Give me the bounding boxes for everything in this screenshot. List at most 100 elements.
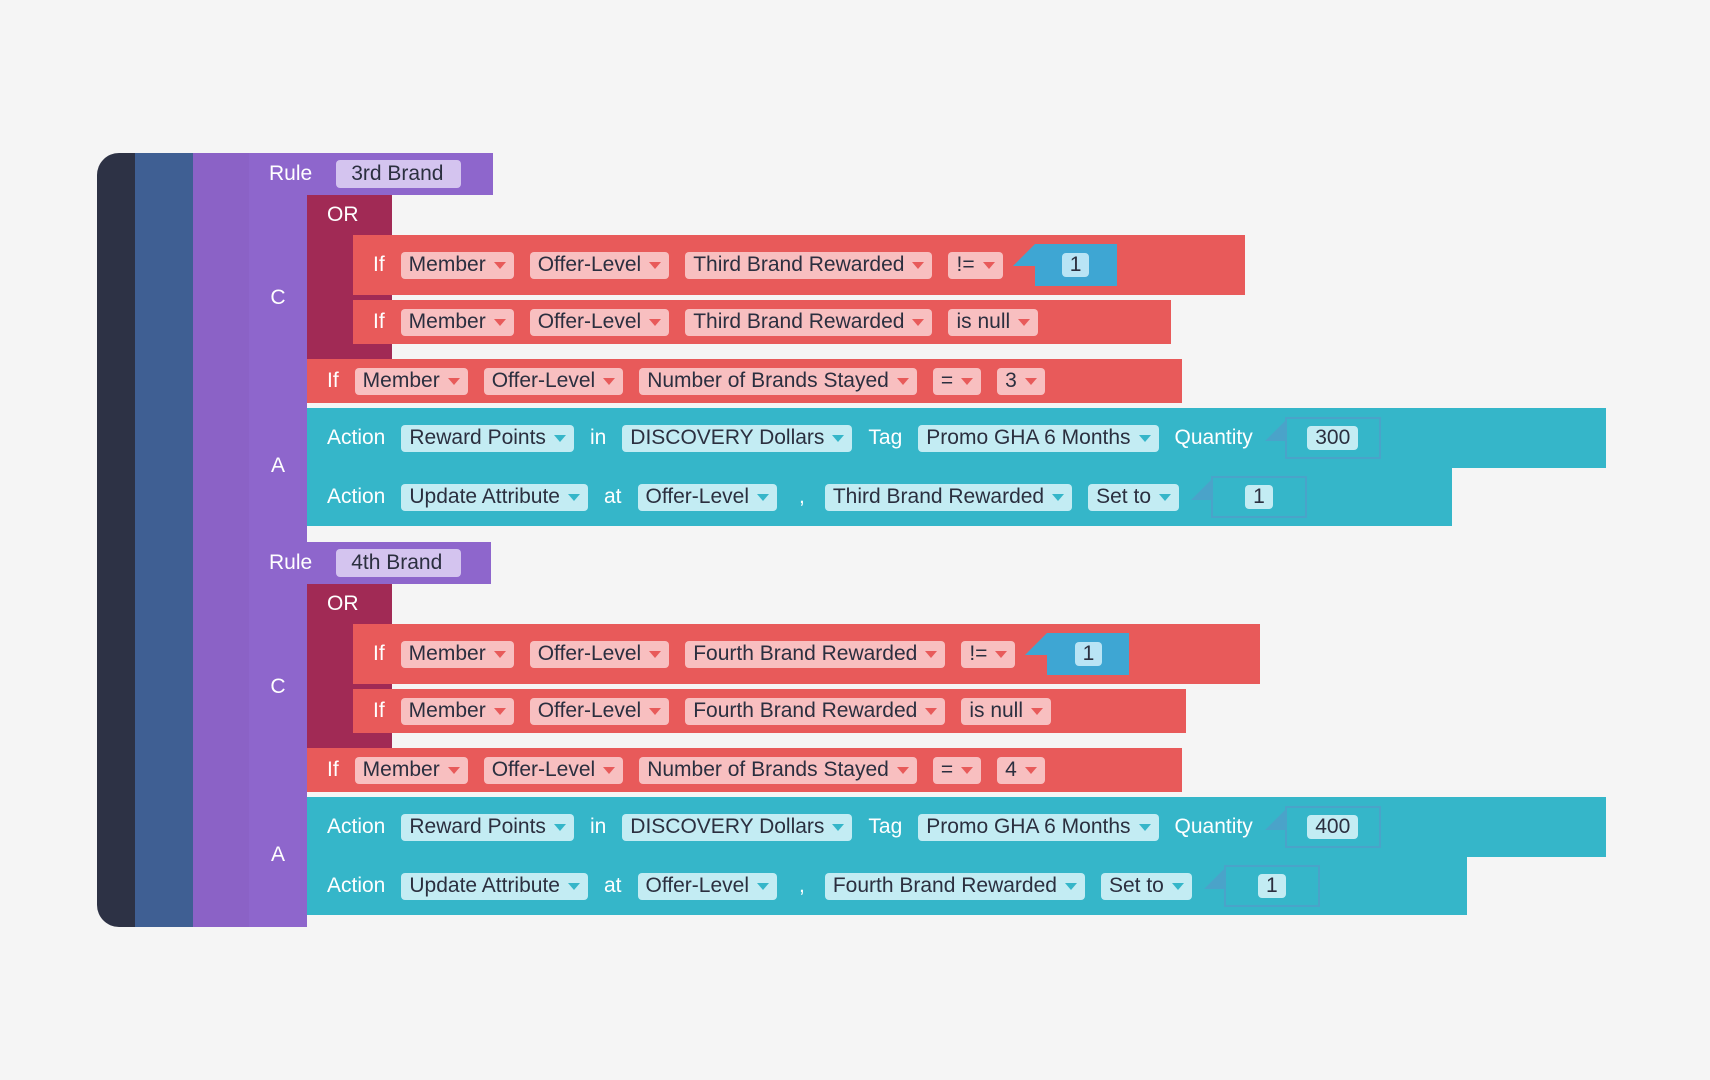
if-keyword: If	[373, 642, 385, 665]
chevron-down-icon	[961, 766, 974, 774]
value-input[interactable]: 1	[1061, 253, 1090, 277]
chevron-down-icon	[603, 377, 616, 385]
condition-row[interactable]: If Member Offer-Level Fourth Brand Rewar…	[353, 689, 1186, 733]
operator-dropdown[interactable]: =	[932, 367, 982, 395]
condition-row[interactable]: If Member Offer-Level Number of Brands S…	[307, 359, 1182, 403]
chevron-down-icon	[912, 261, 925, 269]
rule-name-field[interactable]: 3rd Brand	[336, 160, 462, 188]
condition-row[interactable]: If Member Offer-Level Third Brand Reward…	[353, 300, 1171, 344]
quantity-block[interactable]: 400	[1264, 806, 1381, 848]
currency-dropdown[interactable]: DISCOVERY Dollars	[622, 813, 853, 841]
tag-value: Promo GHA 6 Months	[926, 815, 1131, 838]
chevron-down-icon	[1064, 882, 1077, 890]
operator-dropdown[interactable]: !=	[961, 640, 1016, 668]
or-label: OR	[327, 203, 359, 226]
tag-dropdown[interactable]: Promo GHA 6 Months	[918, 813, 1159, 841]
attribute-dropdown[interactable]: Third Brand Rewarded	[685, 251, 933, 279]
entity-dropdown[interactable]: Member	[400, 640, 514, 668]
condition-row[interactable]: If Member Offer-Level Number of Brands S…	[307, 748, 1182, 792]
entity-dropdown[interactable]: Member	[400, 697, 514, 725]
action-row[interactable]: Action Update Attribute at Offer-Level ,…	[307, 857, 1467, 915]
scope-dropdown[interactable]: Offer-Level	[529, 308, 670, 336]
set-mode-dropdown[interactable]: Set to	[1100, 872, 1192, 900]
entity-value: Member	[408, 253, 486, 276]
operator-dropdown[interactable]: is null	[948, 308, 1039, 336]
connector-label: in	[589, 815, 607, 838]
operator-value: =	[940, 369, 954, 392]
rule-name-field[interactable]: 4th Brand	[336, 549, 462, 577]
action-type-dropdown[interactable]: Update Attribute	[401, 483, 588, 511]
chevron-down-icon	[1138, 823, 1151, 831]
scope-dropdown[interactable]: Offer-Level	[483, 367, 624, 395]
entity-dropdown[interactable]: Member	[354, 367, 468, 395]
value-dropdown[interactable]: 4	[997, 756, 1045, 784]
quantity-input[interactable]: 400	[1307, 815, 1359, 839]
action-row[interactable]: Action Update Attribute at Offer-Level ,…	[307, 468, 1452, 526]
chevron-down-icon	[603, 766, 616, 774]
attribute-value: Third Brand Rewarded	[693, 253, 905, 276]
value-input[interactable]: 1	[1245, 485, 1273, 509]
condition-row[interactable]: If Member Offer-Level Third Brand Reward…	[353, 235, 1245, 295]
attribute-dropdown[interactable]: Third Brand Rewarded	[685, 308, 933, 336]
action-type-dropdown[interactable]: Reward Points	[401, 813, 574, 841]
attribute-dropdown[interactable]: Fourth Brand Rewarded	[685, 697, 946, 725]
chevron-down-icon	[757, 882, 769, 890]
value-input[interactable]: 1	[1258, 874, 1286, 898]
action-keyword: Action	[327, 815, 386, 838]
scope-dropdown[interactable]: Offer-Level	[529, 697, 670, 725]
chevron-down-icon	[493, 707, 506, 715]
if-keyword: If	[373, 253, 385, 276]
attribute-dropdown[interactable]: Third Brand Rewarded	[824, 483, 1073, 511]
value-block[interactable]: 1	[1203, 865, 1320, 907]
tag-dropdown[interactable]: Promo GHA 6 Months	[918, 424, 1159, 452]
scope-dropdown[interactable]: Offer-Level	[529, 640, 670, 668]
operator-value: =	[940, 758, 954, 781]
tag-label: Tag	[868, 426, 903, 449]
condition-row[interactable]: If Member Offer-Level Fourth Brand Rewar…	[353, 624, 1260, 684]
scope-dropdown[interactable]: Offer-Level	[483, 756, 624, 784]
operator-dropdown[interactable]: is null	[961, 697, 1052, 725]
action-type-dropdown[interactable]: Reward Points	[401, 424, 574, 452]
quantity-label: Quantity	[1174, 426, 1253, 449]
entity-dropdown[interactable]: Member	[354, 756, 468, 784]
value-input[interactable]: 1	[1074, 642, 1103, 666]
entity-value: Member	[362, 758, 440, 781]
rule-1-body	[249, 195, 307, 542]
value-block[interactable]: 1	[1012, 244, 1117, 286]
attribute-value: Fourth Brand Rewarded	[693, 642, 918, 665]
currency-dropdown[interactable]: DISCOVERY Dollars	[622, 424, 853, 452]
action-type-dropdown[interactable]: Update Attribute	[401, 872, 588, 900]
action-keyword: Action	[327, 485, 386, 508]
attribute-dropdown[interactable]: Fourth Brand Rewarded	[685, 640, 946, 668]
quantity-block[interactable]: 300	[1264, 417, 1381, 459]
attribute-dropdown[interactable]: Number of Brands Stayed	[639, 756, 917, 784]
scope-dropdown[interactable]: Offer-Level	[529, 251, 670, 279]
operator-dropdown[interactable]: =	[932, 756, 982, 784]
entity-dropdown[interactable]: Member	[400, 308, 514, 336]
if-keyword: If	[373, 310, 385, 333]
chevron-down-icon	[649, 261, 662, 269]
rule-2-header[interactable]: Rule 4th Brand	[249, 542, 491, 584]
currency-value: DISCOVERY Dollars	[630, 426, 825, 449]
value-block[interactable]: 1	[1191, 476, 1307, 518]
attribute-dropdown[interactable]: Number of Brands Stayed	[639, 367, 917, 395]
operator-dropdown[interactable]: !=	[948, 251, 1003, 279]
rule-1-header[interactable]: Rule 3rd Brand	[249, 153, 493, 195]
scope-value: Offer-Level	[537, 642, 642, 665]
attribute-dropdown[interactable]: Fourth Brand Rewarded	[824, 872, 1085, 900]
scope-value: Offer-Level	[537, 310, 642, 333]
chevron-down-icon	[1024, 377, 1037, 385]
value-block[interactable]: 1	[1025, 633, 1130, 675]
action-row[interactable]: Action Reward Points in DISCOVERY Dollar…	[307, 797, 1606, 857]
operator-value: is null	[969, 699, 1024, 722]
rule-keyword: Rule	[269, 551, 313, 574]
scope-dropdown[interactable]: Offer-Level	[637, 483, 777, 511]
chevron-down-icon	[1018, 318, 1031, 326]
set-mode-dropdown[interactable]: Set to	[1088, 483, 1179, 511]
entity-dropdown[interactable]: Member	[400, 251, 514, 279]
quantity-input[interactable]: 300	[1307, 426, 1359, 450]
value-dropdown[interactable]: 3	[997, 367, 1045, 395]
scope-dropdown[interactable]: Offer-Level	[637, 872, 777, 900]
actions-label: A	[270, 454, 285, 477]
action-row[interactable]: Action Reward Points in DISCOVERY Dollar…	[307, 408, 1606, 468]
